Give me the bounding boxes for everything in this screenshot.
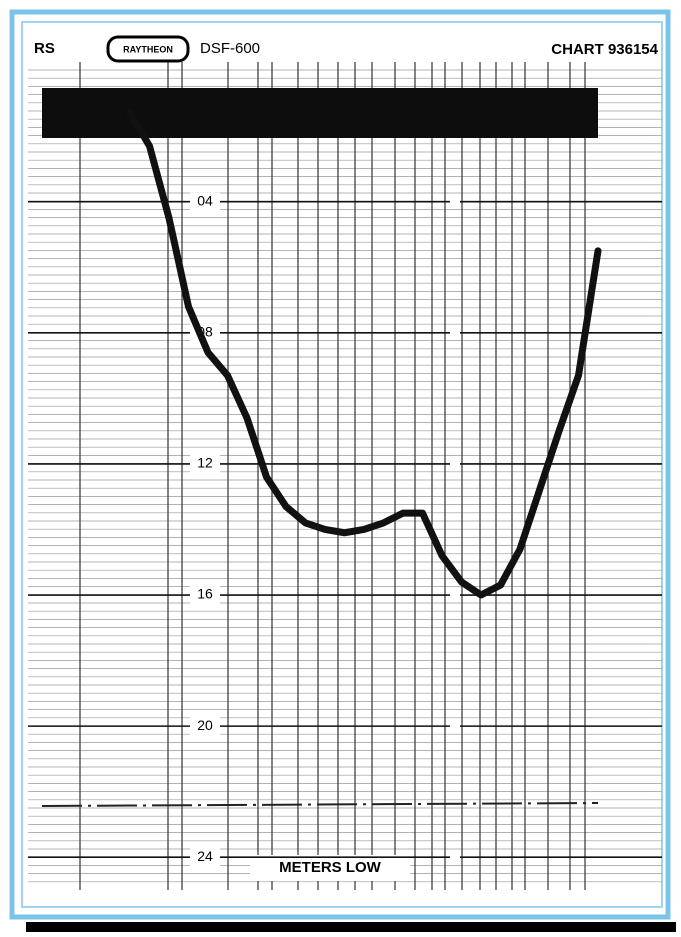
y-tick-label: 04: [197, 192, 213, 208]
y-tick-label: 16: [197, 586, 213, 602]
logo: RAYTHEON: [123, 44, 173, 54]
header-chart-id: CHART 936154: [551, 41, 658, 58]
tick-marker: [450, 197, 460, 207]
y-tick-label: 20: [197, 717, 213, 733]
bottom-bar: [26, 922, 676, 932]
header-model: DSF-600: [200, 40, 260, 57]
chart: RS RAYTHEON DSF-600 CHART 936154 METERS …: [0, 0, 681, 932]
tick-marker: [450, 328, 460, 338]
tick-marker: [450, 852, 460, 862]
header-left: RS: [34, 40, 55, 57]
tick-marker: [450, 590, 460, 600]
tick-marker: [450, 721, 460, 731]
y-tick-label: 12: [197, 455, 213, 471]
y-tick-label: 24: [197, 848, 213, 864]
tick-marker: [450, 459, 460, 469]
surface-band: [42, 88, 598, 138]
background: [0, 0, 681, 932]
axis-label: METERS LOW: [279, 859, 382, 876]
